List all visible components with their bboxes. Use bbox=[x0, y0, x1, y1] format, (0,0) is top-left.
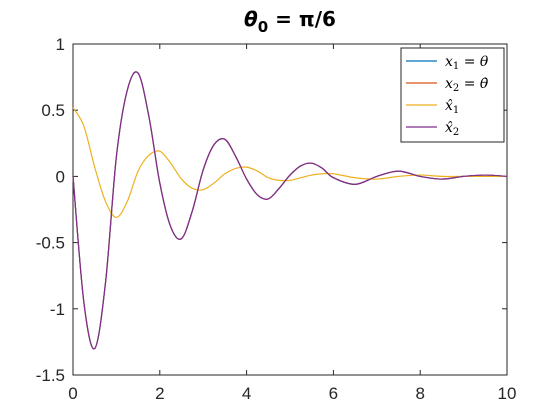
x-tick-label: 6 bbox=[329, 384, 338, 403]
legend-label-1: x1 = θ bbox=[445, 54, 489, 72]
chart-title: θ0 = π/6 bbox=[244, 7, 336, 36]
series-line-3 bbox=[72, 107, 507, 219]
chart-title-subscript: 0 bbox=[258, 18, 268, 36]
series-line-4 bbox=[72, 71, 508, 350]
y-tick-label: -0.5 bbox=[36, 234, 65, 253]
series-lines bbox=[72, 71, 508, 350]
x-tick-label: 2 bbox=[155, 384, 164, 403]
y-tick-label: -1.5 bbox=[36, 366, 65, 385]
x-tick-label: 4 bbox=[242, 384, 251, 403]
y-tick-label: 0.5 bbox=[41, 101, 65, 120]
x-tick-label: 10 bbox=[498, 384, 517, 403]
y-tick-label: 0 bbox=[56, 167, 65, 186]
x-tick-label: 0 bbox=[68, 384, 77, 403]
legend-box bbox=[400, 47, 505, 143]
legend: x1 = θ x2 = θ̇ x̂1 x̂2 bbox=[400, 47, 505, 143]
y-tick-label: 1 bbox=[56, 35, 65, 54]
legend-label-4: x̂2 bbox=[445, 120, 459, 138]
chart-title-rest: = π/6 bbox=[268, 7, 336, 31]
chart-title-symbol: θ bbox=[244, 7, 258, 31]
x-tick-label: 8 bbox=[415, 384, 424, 403]
y-tick-label: -1 bbox=[50, 300, 65, 319]
axis-ticks: 0 2 4 6 8 10 1 0.5 0 -0.5 -1 -1.5 bbox=[36, 35, 517, 403]
legend-label-3: x̂1 bbox=[445, 98, 459, 116]
legend-label-2: x2 = θ̇ bbox=[445, 76, 489, 94]
